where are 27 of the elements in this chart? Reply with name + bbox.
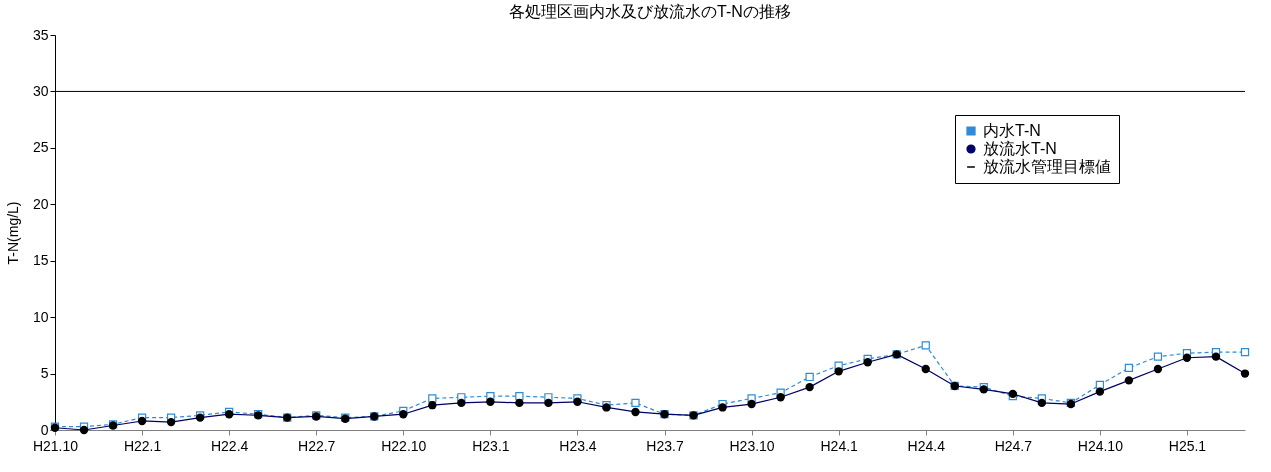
x-tick-label: H23.7 xyxy=(646,437,684,454)
x-tick-label: H22.10 xyxy=(381,437,427,454)
x-tick-label: H22.7 xyxy=(298,437,336,454)
x-tick-label: H22.1 xyxy=(123,437,162,454)
legend-label: 放流水管理目標値 xyxy=(983,158,1111,175)
x-tick-label: H23.4 xyxy=(559,437,597,454)
y-tick-label: 35 xyxy=(32,26,49,43)
y-axis-title: T-N(mg/L) xyxy=(4,201,21,265)
chart-title: 各処理区画内水及び放流水のT-Nの推移 xyxy=(509,3,791,20)
x-tick-label: H25.1 xyxy=(1168,437,1207,454)
x-tick-label: H24.1 xyxy=(820,437,859,454)
x-tick-label: H22.4 xyxy=(210,437,249,454)
y-tick-label: 30 xyxy=(32,82,49,99)
legend-label: 放流水T-N xyxy=(983,140,1057,157)
y-tick-label: 20 xyxy=(32,195,49,212)
y-tick-label: 0 xyxy=(40,421,49,438)
legend-label: 内水T-N xyxy=(983,122,1041,139)
y-tick-label: 25 xyxy=(32,139,49,156)
x-tick-label: H23.1 xyxy=(472,437,510,454)
x-tick-label: H23.10 xyxy=(729,437,775,454)
y-tick-label: 5 xyxy=(40,365,49,382)
x-tick-label: H24.10 xyxy=(1077,437,1124,454)
y-tick-label: 15 xyxy=(32,252,49,269)
y-tick-label: 10 xyxy=(32,308,49,325)
x-tick-label: H24.4 xyxy=(907,437,946,454)
x-tick-label: H24.7 xyxy=(994,437,1033,454)
x-tick-label: H21.10 xyxy=(32,437,79,454)
